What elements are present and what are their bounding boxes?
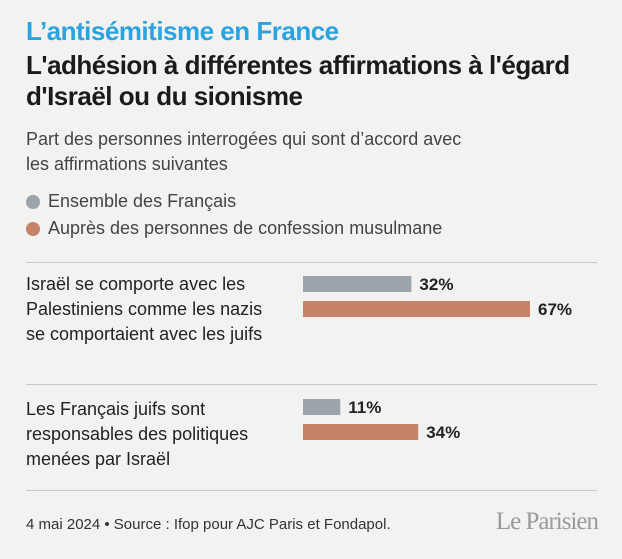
divider-top — [26, 262, 597, 263]
bar-cat2-series1 — [303, 399, 341, 415]
divider-middle — [26, 384, 597, 385]
legend-swatch-french — [26, 194, 40, 209]
chart-title: L'adhésion à différentes affirmations à … — [26, 50, 570, 111]
legend-item-muslim: Auprès des personnes de confession musul… — [26, 215, 442, 242]
value-label-cat1-series1: 32% — [419, 275, 453, 294]
bar-cat2-series2 — [303, 424, 419, 440]
bar-cat1-series2 — [303, 301, 530, 317]
source-note: 4 mai 2024 • Source : Ifop pour AJC Pari… — [26, 516, 391, 533]
category-label-1: Israël se comporte avec les Palestiniens… — [26, 274, 263, 344]
value-label-cat1-series2: 67% — [538, 300, 572, 319]
legend-swatch-muslim — [26, 221, 40, 236]
legend-item-french: Ensemble des Français — [26, 188, 442, 215]
chart-legend: Ensemble des Français Auprès des personn… — [26, 188, 442, 242]
chart-kicker: L’antisémitisme en France — [26, 16, 339, 46]
legend-label-muslim: Auprès des personnes de confession musul… — [48, 218, 443, 238]
publisher-logo: Le Parisien — [495, 508, 599, 535]
bar-cat1-series1 — [303, 276, 412, 292]
legend-label-french: Ensemble des Français — [48, 191, 237, 211]
value-label-cat2-series2: 34% — [426, 423, 460, 442]
category-label-2: Les Français juifs sont responsables des… — [26, 399, 249, 469]
chart-subtitle: Part des personnes interrogées qui sont … — [26, 129, 462, 174]
value-label-cat2-series1: 11% — [348, 398, 381, 417]
divider-bottom — [26, 490, 597, 491]
